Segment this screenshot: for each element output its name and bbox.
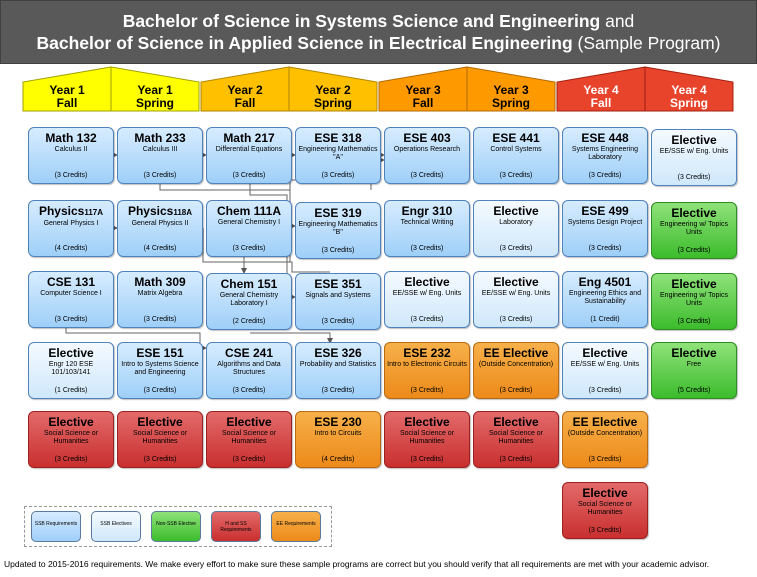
course-elective-laboratory[interactable]: Elective Laboratory (3 Credits) [473, 200, 559, 257]
course-elective-hss-y4-fall[interactable]: Elective Social Science or Humanities (3… [562, 482, 648, 539]
semester-header-y1-spring: Year 1 Spring [110, 64, 200, 112]
semester-header-y4-spring: Year 4 Spring [644, 64, 734, 112]
course-ese-151[interactable]: ESE 151 Intro to Systems Science and Eng… [117, 342, 203, 399]
course-ese-403[interactable]: ESE 403 Operations Research (3 Credits) [384, 127, 470, 184]
course-ese-441[interactable]: ESE 441 Control Systems (3 Credits) [473, 127, 559, 184]
course-cse-131[interactable]: CSE 131 Computer Science I (3 Credits) [28, 271, 114, 328]
legend: SSB Requirements SSB Electives Non-SSB E… [24, 506, 332, 547]
title-line-1: Bachelor of Science in Systems Science a… [122, 11, 635, 31]
course-elective-hss-y3-spring[interactable]: Elective Social Science or Humanities (3… [473, 411, 559, 468]
course-elective-hss-y1-fall[interactable]: Elective Social Science or Humanities (3… [28, 411, 114, 468]
course-ese-230[interactable]: ESE 230 Intro to Circuits (4 Credits) [295, 411, 381, 468]
course-engr-310[interactable]: Engr 310 Technical Writing (3 Credits) [384, 200, 470, 257]
course-elective-hss-y2-fall[interactable]: Elective Social Science or Humanities (3… [206, 411, 292, 468]
course-elective-engineering-topics-1[interactable]: Elective Engineering w/ Topics Units (3 … [651, 202, 737, 259]
legend-non-ssb-elective: Non-SSB Elective [151, 511, 201, 542]
course-ese-319[interactable]: ESE 319 Engineering Mathematics "B" (3 C… [295, 202, 381, 259]
semester-header-y3-fall: Year 3 Fall [378, 64, 468, 112]
course-math-309[interactable]: Math 309 Matrix Algebra (3 Credits) [117, 271, 203, 328]
legend-ee-requirements: EE Requirements [271, 511, 321, 542]
course-chem-151[interactable]: Chem 151 General Chemistry Laboratory I … [206, 273, 292, 330]
course-ee-elective-y3-spring[interactable]: EE Elective (Outside Concentration) (3 C… [473, 342, 559, 399]
course-eng-4501[interactable]: Eng 4501 Engineering Ethics and Sustaina… [562, 271, 648, 328]
course-ese-499[interactable]: ESE 499 Systems Design Project (3 Credit… [562, 200, 648, 257]
course-elective-eesse-y3-fall[interactable]: Elective EE/SSE w/ Eng. Units (3 Credits… [384, 271, 470, 328]
semester-header-y2-fall: Year 2 Fall [200, 64, 290, 112]
course-ee-elective-y4-fall[interactable]: EE Elective (Outside Concentration) (3 C… [562, 411, 648, 468]
legend-ssb-requirements: SSB Requirements [31, 511, 81, 542]
course-elective-hss-y3-fall[interactable]: Elective Social Science or Humanities (3… [384, 411, 470, 468]
course-elective-eesse-y4-spring[interactable]: Elective EE/SSE w/ Eng. Units (3 Credits… [651, 129, 737, 186]
course-math-132[interactable]: Math 132 Calculus II (3 Credits) [28, 127, 114, 184]
title-banner: Bachelor of Science in Systems Science a… [0, 0, 757, 64]
course-math-217[interactable]: Math 217 Differential Equations (3 Credi… [206, 127, 292, 184]
course-ese-318[interactable]: ESE 318 Engineering Mathematics "A" (3 C… [295, 127, 381, 184]
course-ese-448[interactable]: ESE 448 Systems Engineering Laboratory (… [562, 127, 648, 184]
course-math-233[interactable]: Math 233 Calculus III (3 Credits) [117, 127, 203, 184]
course-elective-engineering-topics-2[interactable]: Elective Engineering w/ Topics Units (3 … [651, 273, 737, 330]
title-line-2: Bachelor of Science in Applied Science i… [36, 33, 721, 53]
course-physics-117a[interactable]: Physics117A General Physics I (4 Credits… [28, 200, 114, 257]
course-physics-118a[interactable]: Physics118A General Physics II (4 Credit… [117, 200, 203, 257]
course-elective-engr-120[interactable]: Elective Engr 120 ESE 101/103/141 (1 Cre… [28, 342, 114, 399]
course-ese-351[interactable]: ESE 351 Signals and Systems (3 Credits) [295, 273, 381, 330]
course-cse-241[interactable]: CSE 241 Algorithms and Data Structures (… [206, 342, 292, 399]
course-elective-eesse-y3-spring[interactable]: Elective EE/SSE w/ Eng. Units (3 Credits… [473, 271, 559, 328]
course-elective-free[interactable]: Elective Free (5 Credits) [651, 342, 737, 399]
course-ese-232[interactable]: ESE 232 Intro to Electronic Circuits (3 … [384, 342, 470, 399]
course-ese-326[interactable]: ESE 326 Probability and Statistics (3 Cr… [295, 342, 381, 399]
course-chem-111a[interactable]: Chem 111A General Chemistry I (3 Credits… [206, 200, 292, 257]
course-elective-hss-y1-spring[interactable]: Elective Social Science or Humanities (3… [117, 411, 203, 468]
semester-header-y2-spring: Year 2 Spring [288, 64, 378, 112]
legend-ssb-electives: SSB Electives [91, 511, 141, 542]
course-elective-eesse-y4-fall[interactable]: Elective EE/SSE w/ Eng. Units (3 Credits… [562, 342, 648, 399]
connector-phys118-ese351 [202, 228, 330, 273]
footnote: Updated to 2015-2016 requirements. We ma… [4, 559, 710, 569]
connector-cse241-ese326 [250, 332, 333, 344]
legend-h-and-ss-requirements: H and SS Requirements [211, 511, 261, 542]
semester-header-y3-spring: Year 3 Spring [466, 64, 556, 112]
